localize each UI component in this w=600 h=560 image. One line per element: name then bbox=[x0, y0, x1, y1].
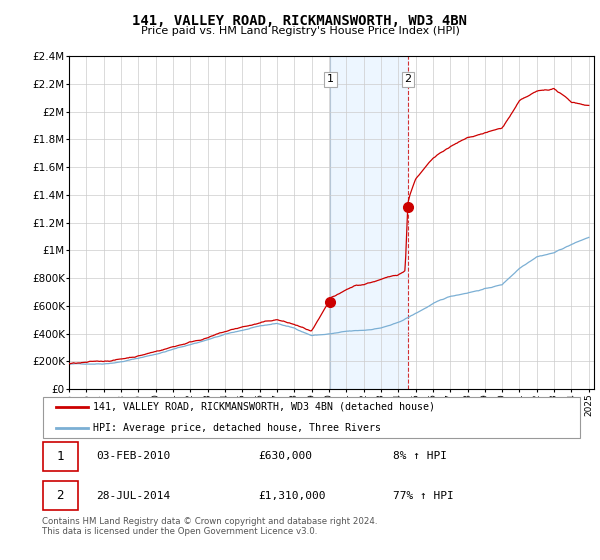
Text: 141, VALLEY ROAD, RICKMANSWORTH, WD3 4BN: 141, VALLEY ROAD, RICKMANSWORTH, WD3 4BN bbox=[133, 14, 467, 28]
FancyBboxPatch shape bbox=[43, 396, 580, 438]
Text: Price paid vs. HM Land Registry's House Price Index (HPI): Price paid vs. HM Land Registry's House … bbox=[140, 26, 460, 36]
Text: 2: 2 bbox=[404, 74, 412, 85]
Text: 28-JUL-2014: 28-JUL-2014 bbox=[96, 491, 170, 501]
Text: Contains HM Land Registry data © Crown copyright and database right 2024.
This d: Contains HM Land Registry data © Crown c… bbox=[42, 517, 377, 536]
Text: 03-FEB-2010: 03-FEB-2010 bbox=[96, 451, 170, 461]
Text: 2: 2 bbox=[56, 489, 64, 502]
Text: £1,310,000: £1,310,000 bbox=[258, 491, 325, 501]
Text: 141, VALLEY ROAD, RICKMANSWORTH, WD3 4BN (detached house): 141, VALLEY ROAD, RICKMANSWORTH, WD3 4BN… bbox=[94, 402, 436, 412]
FancyBboxPatch shape bbox=[43, 482, 78, 510]
FancyBboxPatch shape bbox=[43, 442, 78, 470]
Text: 8% ↑ HPI: 8% ↑ HPI bbox=[393, 451, 447, 461]
Text: 77% ↑ HPI: 77% ↑ HPI bbox=[393, 491, 454, 501]
Text: 1: 1 bbox=[327, 74, 334, 85]
Text: £630,000: £630,000 bbox=[258, 451, 312, 461]
Bar bbox=[331, 56, 408, 389]
Text: 1: 1 bbox=[56, 450, 64, 463]
Text: HPI: Average price, detached house, Three Rivers: HPI: Average price, detached house, Thre… bbox=[94, 422, 382, 432]
